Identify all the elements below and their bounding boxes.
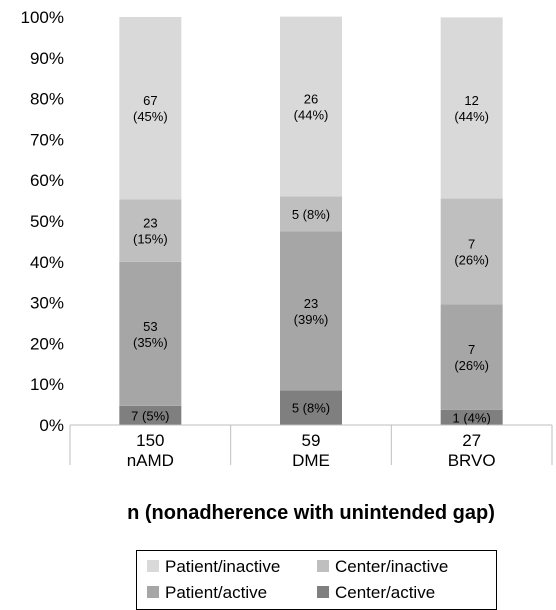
data-label: 7 (5%) bbox=[131, 408, 169, 423]
x-tick-label: 59 DME bbox=[292, 431, 330, 470]
text-line: (45%) bbox=[133, 109, 168, 124]
text-line: 12 bbox=[464, 93, 478, 108]
data-label: 12 (44%) bbox=[454, 93, 489, 124]
legend-swatch bbox=[317, 560, 329, 572]
data-label: 23 (39%) bbox=[294, 296, 329, 327]
legend-swatch bbox=[147, 560, 159, 572]
bar-segment bbox=[119, 405, 182, 425]
text-line: 23 bbox=[143, 216, 157, 231]
text-line: nAMD bbox=[127, 451, 174, 470]
bar-segment bbox=[280, 390, 342, 425]
y-tick-label: 30% bbox=[30, 294, 64, 313]
bar-segment bbox=[280, 16, 342, 197]
y-tick-label: 20% bbox=[30, 334, 64, 353]
y-tick-label: 40% bbox=[30, 253, 64, 272]
data-label: 5 (8%) bbox=[292, 401, 330, 416]
y-tick-label: 80% bbox=[30, 90, 64, 109]
y-tick-label: 60% bbox=[30, 171, 64, 190]
legend-label: Patient/active bbox=[165, 583, 267, 602]
text-line: (15%) bbox=[133, 232, 168, 247]
text-line: (39%) bbox=[294, 312, 329, 327]
bar-segment bbox=[119, 261, 182, 406]
y-tick-label: 0% bbox=[39, 416, 64, 435]
y-tick-label: 90% bbox=[30, 49, 64, 68]
x-tick-label: 27 BRVO bbox=[448, 431, 496, 470]
data-label: 7 (26%) bbox=[454, 236, 489, 267]
y-tick-label: 50% bbox=[30, 212, 64, 231]
data-label: 23 (15%) bbox=[133, 216, 168, 247]
text-line: 27 bbox=[462, 431, 481, 450]
data-label: 1 (4%) bbox=[453, 410, 491, 425]
x-tick-label: 150 nAMD bbox=[127, 431, 174, 470]
data-label: 5 (8%) bbox=[292, 207, 330, 222]
text-line: (26%) bbox=[454, 358, 489, 373]
data-label: 53 (35%) bbox=[133, 319, 168, 350]
x-axis-title: n (nonadherence with unintended gap) bbox=[127, 502, 495, 524]
legend-label: Patient/inactive bbox=[165, 557, 280, 576]
bar-segment bbox=[440, 17, 503, 199]
bar-segment bbox=[280, 231, 342, 391]
text-line: (44%) bbox=[294, 108, 329, 123]
text-line: DME bbox=[292, 451, 330, 470]
data-label: 7 (26%) bbox=[454, 342, 489, 373]
text-line: (35%) bbox=[133, 335, 168, 350]
text-line: 7 bbox=[468, 236, 475, 251]
text-line: (26%) bbox=[454, 252, 489, 267]
bar-segment bbox=[440, 198, 503, 305]
text-line: 23 bbox=[304, 296, 318, 311]
y-tick-label: 100% bbox=[21, 8, 64, 27]
text-line: BRVO bbox=[448, 451, 496, 470]
bar-segment bbox=[119, 199, 182, 262]
y-tick-label: 70% bbox=[30, 130, 64, 149]
text-line: 53 bbox=[143, 319, 157, 334]
legend-swatch bbox=[147, 586, 159, 598]
legend-swatch bbox=[317, 586, 329, 598]
bar-segment bbox=[440, 409, 503, 425]
text-line: 150 bbox=[136, 431, 164, 450]
legend-box bbox=[136, 550, 497, 610]
y-tick-label: 10% bbox=[30, 375, 64, 394]
bar-segment bbox=[280, 196, 342, 232]
text-line: 7 bbox=[468, 342, 475, 357]
bar-segment bbox=[119, 17, 182, 200]
text-line: 59 bbox=[302, 431, 321, 450]
legend-label: Center/inactive bbox=[335, 557, 448, 576]
text-line: (44%) bbox=[454, 109, 489, 124]
text-line: 26 bbox=[304, 92, 318, 107]
legend-label: Center/active bbox=[335, 583, 435, 602]
bar-segment bbox=[440, 304, 503, 410]
data-label: 67 (45%) bbox=[133, 93, 168, 124]
text-line: 67 bbox=[143, 93, 157, 108]
data-label: 26 (44%) bbox=[294, 92, 329, 123]
